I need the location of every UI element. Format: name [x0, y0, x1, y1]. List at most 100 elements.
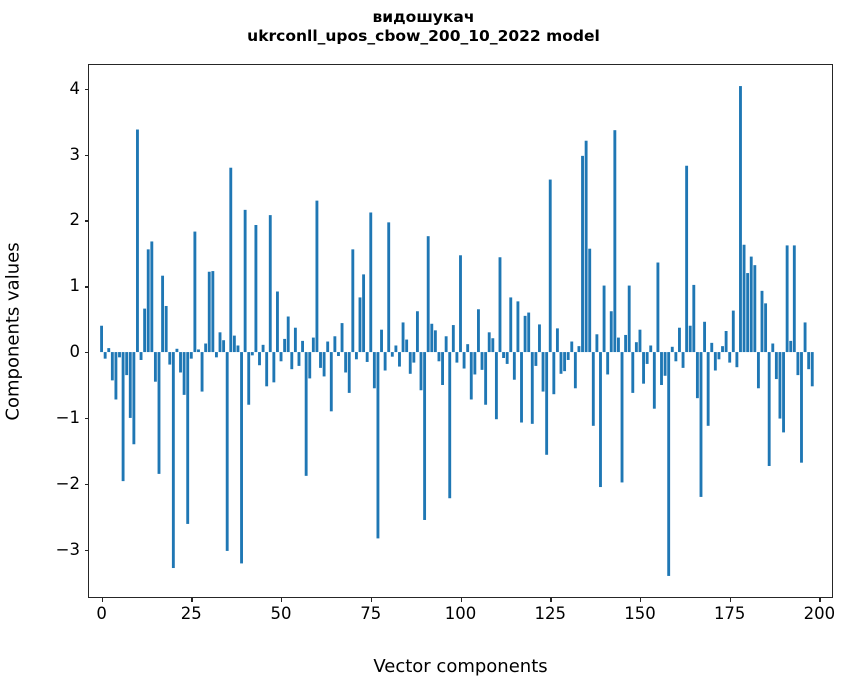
bar — [480, 352, 484, 370]
bar — [638, 329, 642, 353]
bar — [301, 340, 304, 353]
bar — [290, 352, 294, 370]
bar — [401, 322, 405, 353]
bar — [760, 290, 764, 353]
bar — [477, 309, 480, 353]
bar — [807, 352, 811, 370]
bar — [175, 348, 179, 353]
plot-axes: −3 −2 −1 0 1 2 3 4 0 25 50 75 100 125 150 175 200 — [56, 64, 835, 622]
bar — [756, 352, 760, 389]
y-tick-label: −3 — [55, 539, 80, 559]
bar — [642, 352, 645, 384]
bar — [627, 285, 631, 353]
bar — [441, 352, 444, 385]
bar — [778, 352, 782, 419]
bar — [785, 245, 789, 353]
bar — [139, 352, 143, 360]
bar — [774, 352, 778, 380]
bar — [609, 311, 613, 353]
bar — [789, 340, 793, 353]
bar — [315, 200, 319, 353]
x-tick-mark — [370, 597, 373, 602]
x-tick-mark — [191, 597, 193, 602]
bar — [376, 352, 380, 539]
bar — [660, 352, 663, 385]
bar — [286, 316, 290, 353]
bar — [157, 352, 161, 474]
y-tick-label: 0 — [69, 341, 81, 361]
y-tick-mark — [84, 88, 89, 90]
bar — [186, 352, 190, 524]
bar — [617, 337, 620, 353]
y-tick-mark — [84, 549, 89, 551]
y-tick-label: 4 — [69, 78, 81, 98]
bar — [581, 155, 584, 353]
bar — [415, 311, 419, 353]
bar — [796, 352, 800, 376]
bar — [193, 231, 197, 353]
bar — [782, 352, 785, 433]
bar — [207, 271, 211, 353]
y-tick-label: −1 — [55, 407, 80, 427]
x-tick-label: 125 — [534, 604, 566, 623]
bar — [548, 179, 552, 353]
bar — [240, 352, 243, 564]
bar — [333, 336, 337, 353]
bar — [645, 352, 649, 364]
bar — [161, 275, 165, 353]
bar — [678, 327, 681, 353]
y-tick-mark — [84, 417, 89, 420]
bar — [433, 330, 437, 353]
x-axis-label: Vector components — [373, 656, 548, 677]
y-tick-mark — [84, 220, 89, 222]
x-tick-mark — [550, 597, 552, 602]
bar — [670, 346, 674, 353]
bar — [398, 352, 401, 367]
bar — [534, 352, 538, 366]
bar — [268, 215, 272, 353]
bar — [444, 336, 448, 353]
bar — [555, 328, 559, 353]
bar — [487, 332, 491, 353]
bar — [724, 331, 728, 353]
bar — [204, 343, 208, 353]
bar — [523, 315, 527, 353]
bar — [803, 322, 807, 353]
bar — [369, 212, 373, 353]
bar — [229, 167, 233, 353]
bar — [800, 352, 803, 463]
bar — [713, 352, 717, 371]
bar — [426, 236, 430, 353]
bar — [541, 352, 545, 392]
bar — [663, 352, 667, 376]
bar — [728, 352, 732, 363]
bar — [197, 349, 200, 353]
chart-title-block: видошукач ukrconll_upos_cbow_200_10_2022… — [0, 8, 847, 46]
bar — [563, 352, 567, 372]
bar — [520, 352, 523, 423]
bar — [405, 339, 409, 353]
bar — [110, 352, 114, 381]
bar — [214, 352, 218, 358]
bar — [699, 352, 703, 497]
bar — [258, 352, 261, 366]
bar — [222, 340, 226, 353]
bar — [125, 352, 129, 376]
y-tick-label: 1 — [69, 275, 81, 295]
bar — [538, 324, 541, 353]
x-tick-label: 25 — [180, 604, 202, 623]
x-tick-label: 100 — [444, 604, 477, 623]
bar — [358, 297, 362, 353]
bar — [326, 341, 330, 353]
bar — [304, 352, 308, 476]
bar — [103, 352, 107, 359]
bar — [624, 334, 628, 353]
bar — [311, 337, 315, 353]
y-axis-label-text: Components values — [2, 241, 24, 421]
bar — [527, 312, 531, 353]
bar — [390, 352, 394, 357]
bar — [100, 325, 103, 353]
bar — [232, 335, 236, 353]
bar — [412, 352, 416, 363]
x-tick-label: 0 — [96, 604, 107, 623]
